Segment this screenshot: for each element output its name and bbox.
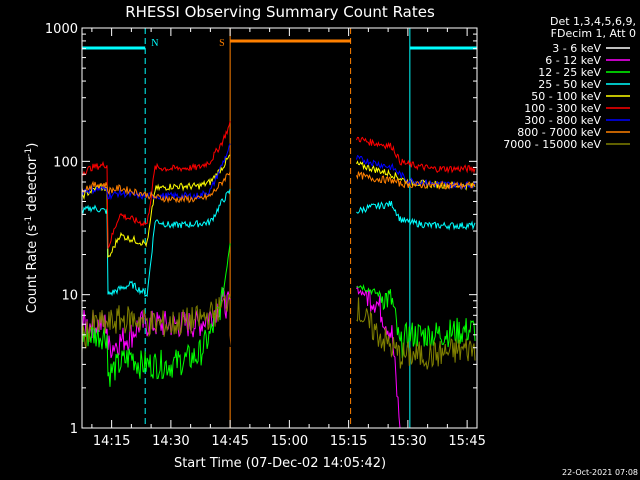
series-lines	[82, 121, 476, 428]
y-axis-label-main: Count Rate (s	[25, 225, 40, 314]
plot-axes: 14:15 14:30 14:45 15:00 15:15 15:30 15:45 1 10 10…	[45, 22, 486, 449]
series-line-50-100-keV-pre	[82, 154, 231, 259]
legend-header-line-2: FDecim 1, Att 0	[551, 27, 636, 40]
x-tick-label: 14:45	[211, 434, 248, 449]
y-axis-label: Count Rate (s-1 detector-1)	[24, 143, 40, 314]
series-line-3-6-keV-pre	[82, 309, 231, 422]
series-line-300-800-keV-post	[356, 154, 476, 191]
series-line-800-7000-keV-pre	[82, 171, 231, 204]
series-line-300-800-keV-pre	[82, 143, 231, 201]
legend-label: 7000 - 15000 keV	[503, 138, 601, 151]
y-axis-label-end: )	[25, 143, 40, 148]
legend-label: 25 - 50 keV	[538, 78, 601, 91]
footer-timestamp: 22-Oct-2021 07:08	[562, 468, 638, 477]
legend-label: 12 - 25 keV	[538, 66, 601, 79]
legend-label: 800 - 7000 keV	[517, 126, 601, 139]
y-axis-label-exp1: -1	[24, 216, 34, 225]
flag-label-saa: S	[219, 38, 225, 49]
x-tick-label: 15:45	[448, 434, 485, 449]
y-tick-label: 10	[61, 289, 78, 304]
series-line-100-300-keV-post	[356, 136, 476, 174]
series-line-6-12-keV-pre	[82, 288, 231, 359]
y-tick-label: 1000	[45, 22, 78, 37]
y-tick-label: 1	[70, 422, 78, 437]
y-axis-label-mid: detector	[25, 156, 40, 216]
legend-header-line-1: Det 1,3,4,5,6,9,	[550, 15, 636, 28]
x-tick-label: 14:15	[93, 434, 130, 449]
series-line-12-25-keV-post	[356, 283, 476, 359]
series-line-7000-15000-keV-pre	[82, 293, 231, 353]
x-tick-label: 15:15	[330, 434, 367, 449]
x-tick-label: 15:30	[389, 434, 426, 449]
legend-label: 3 - 6 keV	[552, 42, 601, 55]
series-line-3-6-keV-post	[356, 304, 401, 428]
series-line-25-50-keV-post	[356, 200, 476, 231]
x-axis-label: Start Time (07-Dec-02 14:05:42)	[174, 456, 386, 471]
flag-label-night: N	[151, 38, 158, 49]
legend-label: 6 - 12 keV	[545, 54, 601, 67]
x-tick-label: 14:30	[152, 434, 189, 449]
legend-label: 100 - 300 keV	[524, 102, 601, 115]
series-line-800-7000-keV-post	[356, 171, 476, 190]
y-tick-label: 100	[53, 155, 78, 170]
legend-label: 300 - 800 keV	[524, 114, 601, 127]
x-tick-label: 15:00	[271, 434, 308, 449]
series-line-12-25-keV-pre	[82, 243, 231, 387]
series-line-25-50-keV-pre	[82, 188, 231, 298]
legend-label: 50 - 100 keV	[531, 90, 601, 103]
series-line-7000-15000-keV-post	[356, 297, 476, 370]
series-line-100-300-keV-pre	[82, 121, 231, 250]
chart-title: RHESSI Observing Summary Count Rates	[125, 3, 435, 21]
plot-frame	[81, 27, 478, 429]
y-axis-label-exp2: -1	[24, 148, 34, 157]
